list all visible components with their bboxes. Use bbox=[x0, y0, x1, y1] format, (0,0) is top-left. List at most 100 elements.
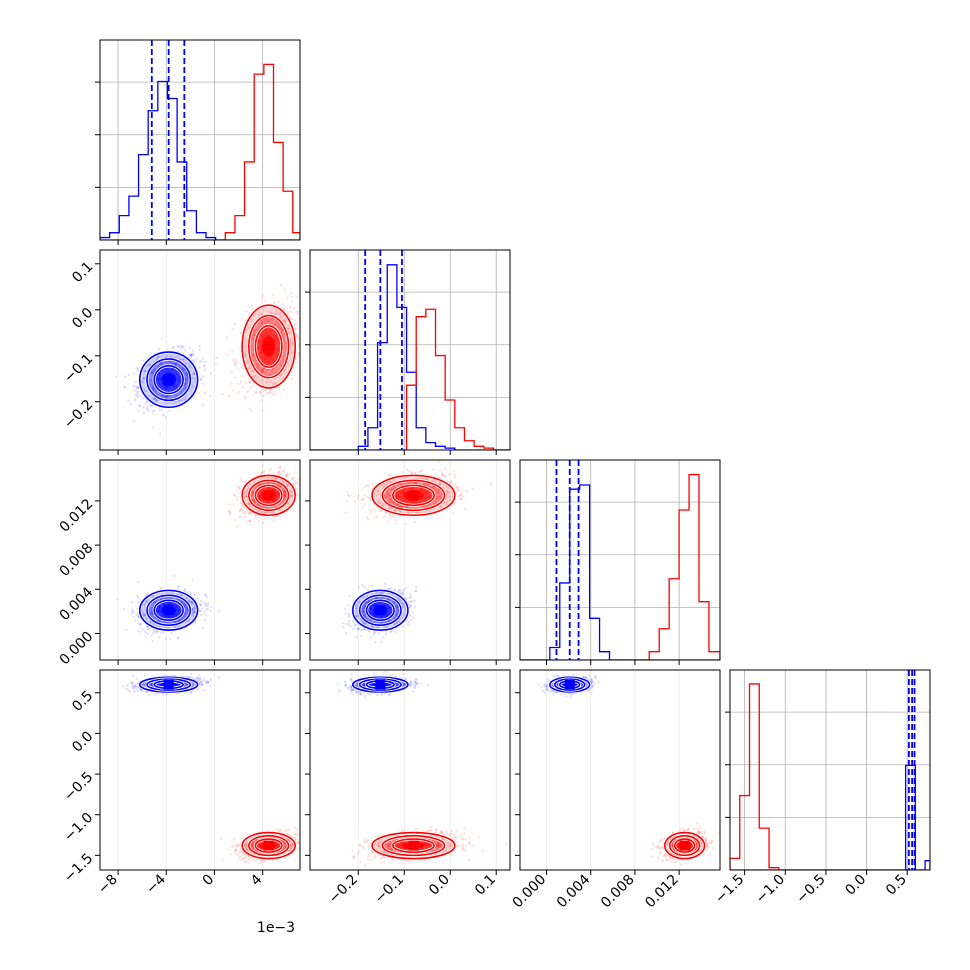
sample-point bbox=[255, 516, 258, 520]
sample-point bbox=[261, 368, 264, 372]
sample-point bbox=[262, 371, 266, 375]
sample-point bbox=[281, 469, 285, 472]
sample-point bbox=[166, 354, 169, 357]
sample-point bbox=[205, 608, 208, 611]
sample-point bbox=[260, 324, 263, 327]
sample-point bbox=[155, 358, 159, 361]
sample-point bbox=[393, 602, 396, 605]
sample-point bbox=[387, 498, 391, 501]
sample-point bbox=[400, 505, 403, 508]
panel-background bbox=[100, 40, 300, 240]
sample-point bbox=[199, 360, 202, 363]
sample-point bbox=[264, 299, 267, 303]
sample-point bbox=[204, 361, 207, 364]
sample-point bbox=[270, 322, 274, 325]
sample-point bbox=[293, 306, 296, 310]
sample-point bbox=[137, 409, 140, 413]
sample-point bbox=[174, 620, 177, 623]
sample-point bbox=[206, 607, 209, 611]
sample-point bbox=[395, 611, 398, 615]
sample-point bbox=[252, 353, 255, 357]
sample-point bbox=[145, 618, 149, 621]
sample-point bbox=[159, 631, 163, 634]
sample-point bbox=[408, 469, 411, 473]
sample-point bbox=[255, 377, 258, 380]
sample-point bbox=[159, 362, 163, 366]
sample-point bbox=[361, 607, 364, 610]
sample-point bbox=[143, 376, 146, 380]
sample-point bbox=[263, 511, 266, 514]
sample-point bbox=[389, 630, 392, 634]
sample-point bbox=[144, 600, 148, 604]
sample-point bbox=[152, 389, 155, 392]
sample-point bbox=[250, 494, 253, 498]
sample-point bbox=[151, 371, 154, 375]
sample-point bbox=[394, 630, 397, 634]
panel-0-0 bbox=[95, 39, 301, 245]
sample-point bbox=[362, 614, 366, 617]
panels: −8 −4 0 4 −0.2 −0.1 0.0 0.1 0.000 0.004 0.008 0.012… bbox=[57, 39, 931, 911]
sample-point bbox=[408, 592, 412, 595]
sample-point bbox=[186, 612, 189, 615]
sample-point bbox=[232, 503, 235, 507]
sample-point bbox=[198, 603, 202, 606]
sample-point bbox=[280, 327, 283, 330]
sample-point bbox=[180, 600, 183, 604]
sample-point bbox=[363, 615, 366, 618]
sample-point bbox=[142, 604, 146, 607]
sample-point bbox=[380, 596, 384, 600]
sample-point bbox=[384, 496, 388, 499]
sample-point bbox=[164, 360, 168, 363]
sample-point bbox=[181, 366, 184, 370]
density-peak bbox=[263, 341, 274, 352]
sample-point bbox=[365, 484, 368, 487]
sample-point bbox=[184, 387, 187, 390]
sample-point bbox=[390, 499, 393, 502]
sample-point bbox=[278, 465, 282, 469]
sample-point bbox=[364, 587, 368, 590]
sample-point bbox=[293, 323, 297, 326]
sample-point bbox=[252, 499, 255, 502]
sample-point bbox=[383, 514, 386, 518]
sample-point bbox=[191, 377, 194, 380]
panel-content bbox=[342, 460, 497, 660]
sample-point bbox=[198, 348, 201, 351]
sample-point bbox=[284, 493, 288, 496]
sample-point bbox=[396, 605, 399, 608]
sample-point bbox=[278, 473, 281, 476]
sample-point bbox=[260, 313, 264, 316]
sample-point bbox=[303, 483, 305, 485]
sample-point bbox=[355, 606, 358, 610]
sample-point bbox=[389, 488, 393, 491]
sample-point bbox=[199, 378, 203, 382]
sample-point bbox=[261, 370, 264, 374]
sample-point bbox=[231, 349, 234, 352]
sample-point bbox=[283, 490, 286, 493]
sample-point bbox=[289, 306, 292, 309]
sample-point bbox=[151, 386, 155, 390]
sample-point bbox=[408, 596, 411, 600]
sample-point bbox=[364, 615, 367, 619]
sample-point bbox=[282, 470, 286, 473]
sample-point bbox=[283, 491, 286, 495]
sample-point bbox=[380, 640, 383, 644]
sample-point bbox=[437, 491, 440, 494]
sample-point bbox=[149, 378, 152, 382]
sample-point bbox=[184, 381, 188, 385]
sample-point bbox=[163, 394, 166, 398]
contour-line bbox=[241, 474, 296, 517]
sample-point bbox=[181, 389, 184, 392]
sample-point bbox=[145, 625, 149, 628]
sample-point bbox=[261, 369, 265, 372]
sample-point bbox=[185, 607, 188, 610]
sample-point bbox=[283, 494, 286, 498]
sample-point bbox=[243, 397, 247, 400]
sample-point bbox=[251, 493, 254, 496]
sample-point bbox=[174, 362, 177, 365]
sample-point bbox=[152, 409, 156, 412]
sample-point bbox=[248, 504, 251, 507]
sample-point bbox=[262, 367, 265, 371]
sample-point bbox=[395, 604, 399, 608]
sample-point bbox=[357, 494, 360, 498]
sample-point bbox=[402, 625, 405, 628]
